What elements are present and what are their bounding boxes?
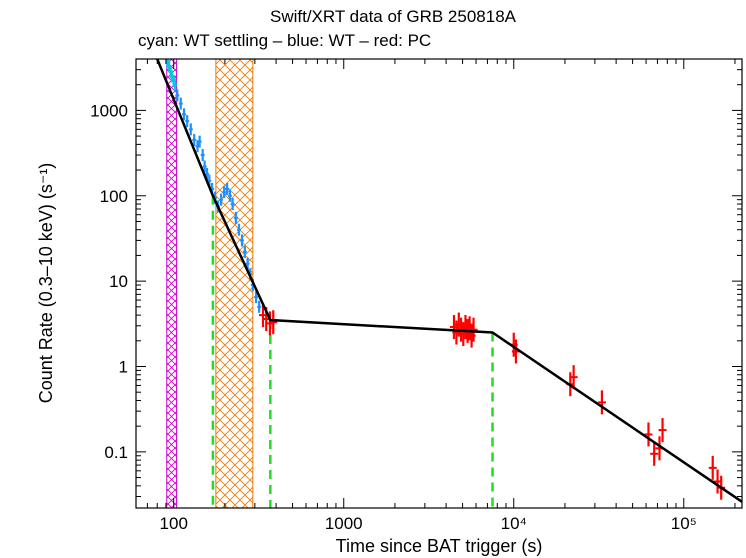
x-axis-label: Time since BAT trigger (s): [336, 536, 543, 556]
y-axis-label: Count Rate (0.3–10 keV) (s⁻¹): [36, 163, 56, 404]
data-point: [269, 310, 278, 335]
data-point: [242, 245, 247, 258]
data-point: [233, 211, 238, 224]
axis-ticks: 100 1000 10⁴ 10⁵ 1000 100 10 1 0.1: [90, 58, 742, 533]
data-point: [200, 149, 205, 162]
data-point: [469, 317, 478, 342]
data-point: [192, 134, 197, 147]
data-point: [188, 123, 193, 136]
data-point: [178, 97, 183, 110]
x-tick-label: 100: [160, 514, 188, 533]
y-tick-label: 1: [119, 357, 128, 376]
data-point: [257, 300, 262, 313]
data-point: [236, 223, 241, 236]
flare-1-interval: [166, 59, 178, 508]
data-point: [597, 390, 606, 415]
data-point: [197, 135, 202, 148]
x-tick-label: 10⁴: [501, 514, 527, 533]
data-point: [254, 291, 259, 304]
data-point: [650, 441, 659, 466]
data-point: [708, 455, 717, 480]
data-point: [225, 183, 230, 196]
data-point: [227, 189, 232, 202]
data-point: [222, 186, 227, 199]
chart-subtitle: cyan: WT settling – blue: WT – red: PC: [138, 31, 431, 50]
flare-2-interval: [215, 59, 254, 508]
y-tick-label: 0.1: [104, 443, 128, 462]
data-point: [658, 418, 667, 443]
x-tick-label: 1000: [325, 514, 363, 533]
data-point: [569, 365, 578, 390]
plot-frame: [135, 58, 743, 509]
series-wt-settling: [165, 59, 178, 91]
y-tick-label: 1000: [90, 101, 128, 120]
data-point: [205, 167, 210, 180]
data-point: [173, 78, 178, 91]
model-fit: [156, 59, 742, 503]
data-point: [239, 234, 244, 247]
data-point: [185, 115, 190, 128]
y-tick-label: 10: [109, 272, 128, 291]
data-point: [182, 108, 187, 121]
data-point: [245, 257, 250, 270]
y-tick-label: 100: [100, 187, 128, 206]
data-point: [219, 193, 224, 206]
model-line: [156, 59, 742, 503]
data-point: [644, 422, 653, 447]
shaded-intervals: [166, 59, 254, 508]
data-point: [230, 198, 235, 211]
data-point: [175, 89, 180, 102]
x-tick-label: 10⁵: [671, 514, 697, 533]
chart-title: Swift/XRT data of GRB 250818A: [270, 7, 517, 26]
data-point: [167, 60, 172, 73]
break-lines: [211, 195, 494, 508]
data-point: [202, 160, 207, 173]
